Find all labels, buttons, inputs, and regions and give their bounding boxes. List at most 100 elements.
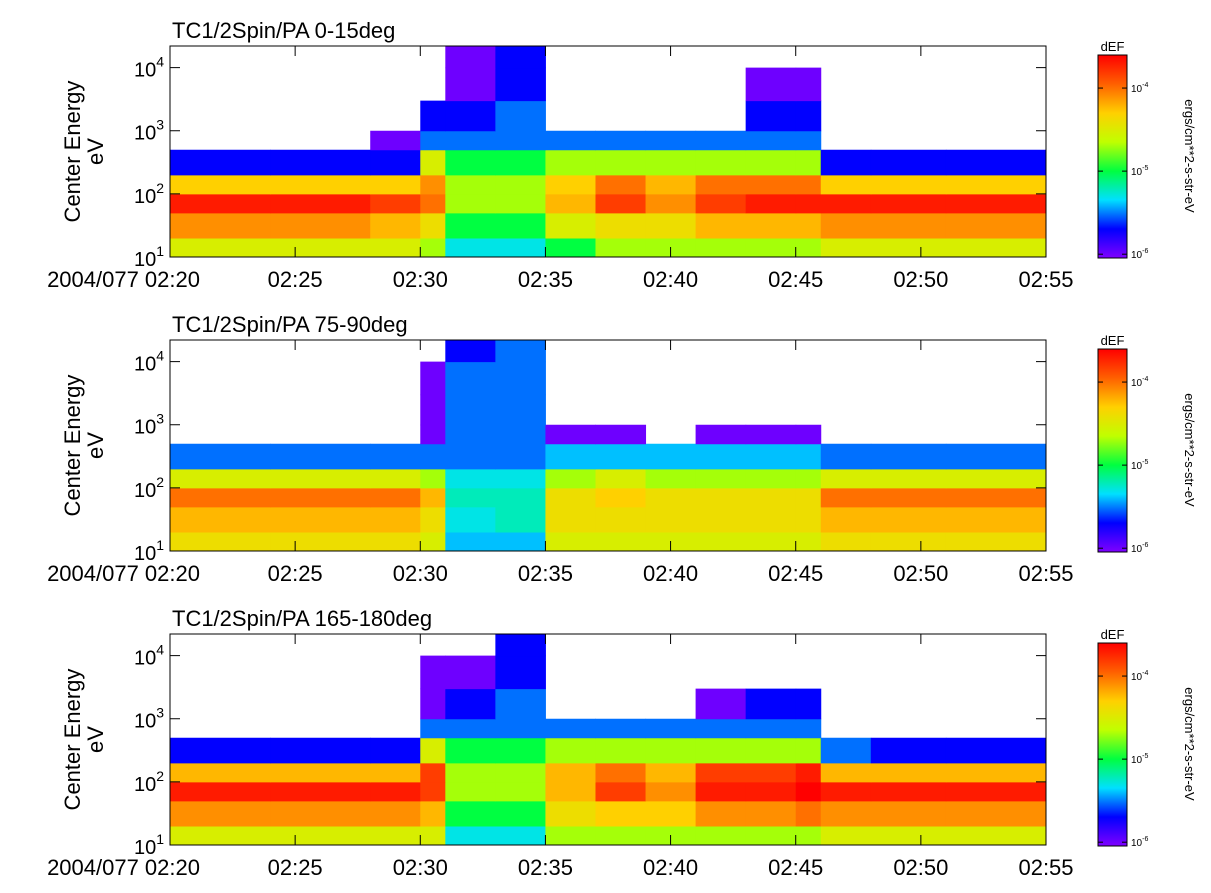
heatmap-cell <box>270 468 371 489</box>
heatmap-cell <box>745 825 797 845</box>
colorbar-tick-power: -4 <box>1142 376 1148 383</box>
heatmap-cell <box>820 506 872 533</box>
heatmap-cell <box>495 737 546 764</box>
heatmap-cell <box>795 237 822 257</box>
y-tick-base: 10 <box>134 186 156 208</box>
y-tick-base: 10 <box>134 774 156 796</box>
heatmap-cell <box>870 800 947 827</box>
heatmap-cell <box>445 655 496 690</box>
heatmap-cell <box>445 193 496 214</box>
colorbar-tick-base: 10 <box>1131 755 1143 766</box>
heatmap-cell <box>695 174 747 195</box>
heatmap-cell <box>420 506 446 533</box>
heatmap-cell <box>595 149 647 176</box>
heatmap-cell <box>170 174 271 195</box>
heatmap-cell <box>495 468 546 489</box>
y-tick-label: 102 <box>134 180 164 208</box>
heatmap-cell <box>495 212 546 239</box>
heatmap-cell <box>545 130 596 151</box>
heatmap-cell <box>595 487 647 508</box>
y-tick-label: 104 <box>134 642 164 670</box>
x-tick-label: 02:55 <box>1018 561 1073 586</box>
heatmap-cell <box>745 212 797 239</box>
y-tick-label: 102 <box>134 474 164 502</box>
heatmap-cell <box>420 825 446 845</box>
heatmap-cell <box>495 531 546 551</box>
x-tick-label: 02:30 <box>393 267 448 292</box>
heatmap-cell <box>870 149 947 176</box>
heatmap-cell <box>170 149 271 176</box>
colorbar-tick-label: 10-5 <box>1131 459 1148 472</box>
heatmap-cell <box>420 193 446 214</box>
heatmap-cell <box>645 212 697 239</box>
heatmap-cell <box>695 781 747 802</box>
heatmap-cell <box>270 506 371 533</box>
heatmap-cell <box>545 531 596 551</box>
heatmap-cell <box>545 762 596 783</box>
heatmap-cell <box>545 468 596 489</box>
heatmap <box>170 340 1046 551</box>
heatmap-cell <box>820 443 872 470</box>
colorbar-tick-label: 10-4 <box>1131 670 1148 683</box>
heatmap-cell <box>420 237 446 257</box>
heatmap-cell <box>370 149 421 176</box>
x-tick-label: 02:25 <box>268 561 323 586</box>
heatmap-cell <box>545 424 596 445</box>
y-tick-power: 3 <box>156 117 164 133</box>
heatmap-cell <box>645 468 697 489</box>
heatmap-cell <box>545 237 596 257</box>
x-tick-label: 02:40 <box>643 267 698 292</box>
heatmap-cell <box>545 718 596 739</box>
heatmap-cell <box>795 212 822 239</box>
panel-title: TC1/2Spin/PA 0-15deg <box>172 18 395 43</box>
colorbar-label: dEF <box>1101 333 1125 348</box>
colorbar-tick-base: 10 <box>1131 461 1143 472</box>
heatmap-cell <box>270 193 371 214</box>
x-tick-label: 2004/077 02:20 <box>47 561 200 586</box>
heatmap-cell <box>745 487 797 508</box>
heatmap-cell <box>795 688 822 720</box>
heatmap-cell <box>495 655 546 690</box>
heatmap-cell <box>370 531 421 551</box>
heatmap-cell <box>270 762 371 783</box>
heatmap-cell <box>545 212 596 239</box>
heatmap-cell <box>945 149 1046 176</box>
heatmap-cell <box>945 531 1046 551</box>
heatmap-cell <box>870 468 947 489</box>
y-tick-power: 2 <box>156 768 164 784</box>
y-tick-label: 103 <box>134 411 164 439</box>
heatmap-cell <box>495 825 546 845</box>
heatmap-cell <box>745 100 797 132</box>
heatmap-cell <box>745 443 797 470</box>
heatmap-cell <box>495 800 546 827</box>
colorbar-tick-label: 10-5 <box>1131 753 1148 766</box>
heatmap-cell <box>445 130 496 151</box>
colorbar-tick-power: -5 <box>1142 165 1148 172</box>
heatmap-cell <box>945 825 1046 845</box>
x-tick-label: 02:50 <box>893 561 948 586</box>
heatmap-cell <box>495 100 546 132</box>
heatmap-cell <box>370 212 421 239</box>
heatmap-cell <box>870 825 947 845</box>
heatmap-cell <box>445 394 496 426</box>
heatmap-cell <box>945 237 1046 257</box>
heatmap-cell <box>945 487 1046 508</box>
heatmap-cell <box>595 193 647 214</box>
heatmap-cell <box>795 424 822 445</box>
heatmap-cell <box>445 737 496 764</box>
y-axis-label: Center Energy <box>60 669 85 811</box>
x-tick-label: 02:35 <box>518 855 573 880</box>
heatmap-cell <box>370 825 421 845</box>
heatmap-cell <box>695 424 747 445</box>
heatmap-cell <box>795 825 822 845</box>
y-tick-base: 10 <box>134 417 156 439</box>
heatmap-cell <box>420 361 446 396</box>
heatmap-cell <box>695 762 747 783</box>
heatmap-cell <box>595 506 647 533</box>
heatmap-cell <box>420 130 446 151</box>
y-tick-label: 103 <box>134 705 164 733</box>
heatmap-cell <box>945 762 1046 783</box>
heatmap-cell <box>645 149 697 176</box>
heatmap-cell <box>870 193 947 214</box>
